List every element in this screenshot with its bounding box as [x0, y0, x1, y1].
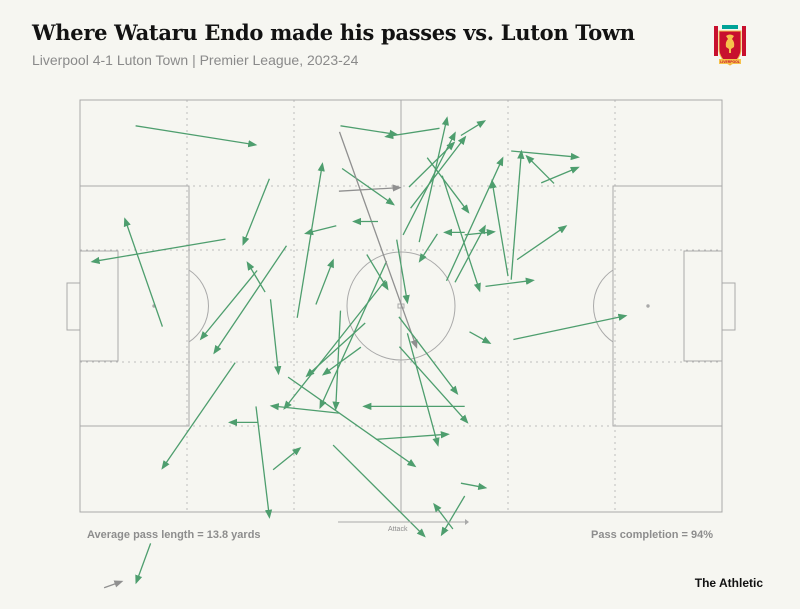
pass-arrow-completed: [489, 179, 509, 277]
pass-arrow-completed: [408, 141, 456, 188]
right-goal: [721, 282, 736, 331]
pass-arrow-completed: [418, 233, 438, 263]
pass-arrow-completed: [398, 346, 469, 424]
pass-arrow-completed: [418, 116, 449, 243]
pass-arrow-completed: [396, 239, 410, 305]
pass-arrow-incomplete: [338, 131, 418, 349]
pass-arrow-completed: [433, 502, 454, 530]
pass-arrow-completed: [366, 254, 389, 291]
pass-arrow-completed: [135, 543, 152, 585]
pass-arrow-completed: [516, 225, 568, 261]
right-penalty-spot: [646, 304, 650, 308]
pass-arrow-completed: [90, 238, 226, 265]
pass-arrow-completed: [540, 166, 580, 184]
pass-arrows: [90, 116, 628, 589]
pass-arrow-completed: [464, 228, 496, 237]
right-six-yard-box: [683, 250, 723, 362]
pass-arrow-completed: [384, 127, 440, 140]
pass-arrow-completed: [454, 224, 486, 283]
pass-arrow-completed: [304, 225, 337, 236]
pass-arrow-completed: [269, 403, 339, 414]
crest-flame-right: [742, 26, 746, 56]
pass-arrow-completed: [321, 346, 362, 376]
left-six-yard-box: [79, 250, 119, 362]
pass-arrow-completed: [340, 125, 399, 137]
pass-arrow-completed: [269, 299, 282, 376]
pitch-markings: [66, 99, 736, 513]
pass-arrow-completed: [242, 178, 271, 246]
crest-text: LIVERPOOL: [720, 60, 740, 64]
attack-arrow-head: [465, 519, 469, 525]
pass-arrow-incomplete: [338, 184, 402, 192]
pass-arrow-incomplete: [103, 580, 124, 589]
pass-arrow-completed: [341, 167, 395, 206]
pitch-zone-grid: [80, 100, 722, 512]
pass-arrow-completed: [460, 482, 488, 491]
pass-arrow-completed: [406, 333, 440, 447]
pass-arrow-completed: [213, 245, 288, 355]
pass-arrow-completed: [440, 495, 466, 537]
right-penalty-arc: [593, 269, 614, 343]
pass-arrow-completed: [426, 157, 470, 214]
left-penalty-box: [79, 185, 190, 427]
pass-arrow-completed: [332, 310, 342, 411]
left-penalty-arc: [188, 269, 209, 343]
pass-arrow-completed: [511, 150, 580, 161]
attack-label: Attack: [388, 526, 408, 533]
avg-pass-length-stat: Average pass length = 13.8 yards: [87, 529, 261, 541]
pass-arrow-completed: [513, 313, 628, 341]
pass-arrow-completed: [332, 444, 426, 538]
chart-subtitle: Liverpool 4-1 Luton Town | Premier Leagu…: [32, 52, 359, 68]
pass-arrow-completed: [161, 362, 236, 470]
pass-arrow-completed: [272, 446, 302, 471]
pass-arrow-completed: [510, 149, 525, 280]
crest-liverbird: [725, 34, 735, 53]
pass-arrow-completed: [246, 261, 266, 293]
pass-arrow-completed: [445, 156, 504, 282]
pass-completion-stat: Pass completion = 94%: [591, 529, 713, 541]
right-penalty-box: [612, 185, 723, 427]
the-athletic-logo: The Athletic: [694, 576, 763, 590]
pass-arrow-completed: [135, 125, 258, 148]
pass-arrow-completed: [199, 270, 258, 341]
left-goal: [66, 282, 81, 331]
crest-gate: [722, 25, 738, 29]
pass-arrow-completed: [123, 217, 164, 327]
pass-arrow-completed: [469, 331, 492, 344]
pass-arrow-completed: [255, 406, 273, 519]
pass-arrow-completed: [375, 431, 450, 441]
centre-circle: [346, 251, 456, 361]
crest-banner: [719, 59, 741, 64]
chart-title: Where Wataru Endo made his passes vs. Lu…: [32, 20, 635, 45]
pass-arrow-completed: [315, 258, 334, 305]
pass-arrow-completed: [398, 316, 459, 396]
pass-arrow-completed: [441, 175, 481, 293]
liverpool-crest-icon: LIVERPOOL: [714, 25, 746, 66]
pass-arrow-completed: [287, 376, 417, 468]
crest-flame-left: [714, 26, 718, 56]
pass-arrow-completed: [296, 162, 325, 318]
pass-arrow-completed: [460, 120, 487, 137]
pass-arrow-completed: [485, 277, 535, 288]
